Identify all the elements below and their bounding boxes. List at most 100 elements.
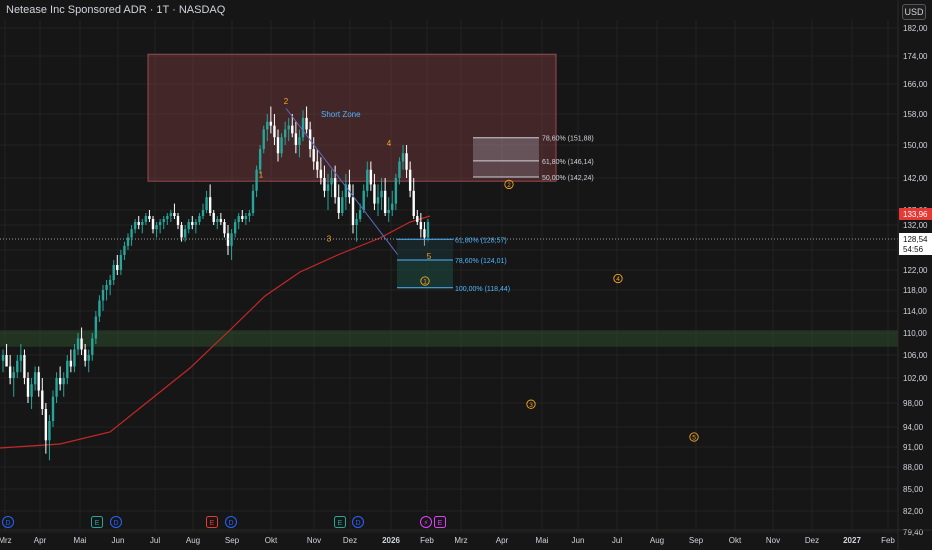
y-tick-label: 98,00 — [903, 399, 924, 408]
event-label: D — [355, 520, 360, 527]
candle-body — [233, 222, 237, 234]
x-tick-label: Mai — [74, 536, 87, 545]
last-price-tag — [899, 208, 932, 220]
candle-body — [176, 216, 180, 225]
y-tick-label: 110,00 — [903, 329, 927, 338]
candle-body — [30, 384, 33, 397]
candle-body — [76, 338, 80, 350]
candle-body — [130, 229, 133, 238]
candle-body — [230, 233, 233, 246]
y-tick-label: 106,00 — [903, 351, 928, 360]
event-label: E — [438, 520, 443, 527]
candle-body — [51, 396, 55, 421]
candle-body — [383, 190, 387, 213]
candle-body — [401, 153, 405, 162]
x-tick-label: Mai — [536, 536, 549, 545]
candle-body — [298, 137, 301, 145]
event-label: E — [210, 520, 215, 527]
wave-circle — [613, 273, 623, 284]
fib-lower-label: 61,80% (128,57) — [455, 237, 507, 244]
candle-body — [369, 169, 373, 185]
candle-body — [255, 169, 258, 191]
candle-body — [19, 355, 23, 361]
x-tick-label: Dez — [805, 536, 819, 545]
event-label: ⚡ — [424, 519, 429, 527]
candle-body — [33, 372, 37, 385]
candle-body — [337, 197, 340, 213]
grid — [0, 20, 898, 533]
wave-circle — [420, 276, 430, 286]
y-tick-label: 88,00 — [903, 463, 924, 472]
x-tick-label: Okt — [265, 536, 278, 545]
candle-body — [212, 213, 215, 222]
x-tick-label: Aug — [650, 536, 664, 545]
candle-body — [391, 203, 394, 210]
y-tick-label: 91,00 — [903, 443, 924, 452]
short-zone — [147, 53, 557, 182]
candle-body — [26, 378, 30, 397]
candle-body — [333, 178, 337, 198]
moving-average — [0, 215, 431, 449]
candle-body — [137, 222, 140, 225]
candle-body — [355, 219, 358, 225]
candle-body — [208, 197, 212, 213]
y-tick-label: 122,00 — [903, 266, 928, 275]
candle-body — [58, 378, 62, 385]
candle-body — [194, 222, 198, 225]
candle-body — [273, 125, 276, 138]
short-zone-label: Short Zone — [321, 110, 361, 119]
wave-label: 2 — [284, 97, 289, 106]
candle-body — [291, 125, 294, 134]
candle-body — [276, 137, 280, 154]
candle-body — [326, 184, 330, 191]
wave-circle-label: 3 — [529, 402, 533, 409]
event-marker — [334, 516, 346, 528]
event-label: E — [95, 520, 100, 527]
candle-body — [205, 197, 208, 210]
currency-button[interactable]: USD — [902, 4, 926, 20]
x-tick-label: 2027 — [843, 536, 861, 545]
candle-body — [123, 245, 126, 255]
wave-circle-label: 4 — [616, 276, 620, 283]
candle-body — [173, 213, 176, 216]
candle-body — [244, 216, 248, 219]
candle-body — [394, 178, 398, 204]
wave-circle-label: 5 — [692, 435, 696, 442]
candle-body — [48, 421, 51, 441]
y-tick-label: 102,00 — [903, 374, 928, 383]
candle-body — [405, 153, 408, 170]
candle-body — [251, 190, 255, 213]
candle-body — [55, 378, 58, 397]
candle-body — [183, 229, 187, 238]
y-tick-label: 82,00 — [903, 507, 924, 516]
candle-body — [416, 216, 419, 222]
candle-body — [201, 210, 205, 216]
x-tick-label: Nov — [307, 536, 321, 545]
y-tick-label: 94,00 — [903, 423, 924, 432]
wave-label: 3 — [327, 234, 332, 243]
fib-upper-label: 61,80% (146,14) — [542, 159, 594, 166]
event-marker — [225, 516, 237, 528]
candle-body — [148, 216, 151, 219]
candle-body — [87, 355, 90, 361]
candle-body — [226, 233, 230, 246]
candle-body — [301, 117, 305, 138]
candle-body — [62, 378, 65, 385]
drawings: 78,60% (151,88) 61,80% (146,14) 50,00% (14… — [0, 97, 898, 442]
event-marker — [352, 516, 364, 528]
candle-body — [280, 137, 283, 154]
candle-body — [37, 372, 40, 391]
event-label: E — [338, 520, 343, 527]
candle-body — [141, 222, 144, 225]
candle-body — [41, 390, 44, 409]
x-tick-label: Nov — [766, 536, 780, 545]
candle-body — [1, 355, 5, 361]
zones: Short Zone — [0, 53, 898, 347]
candle-body — [83, 349, 87, 361]
candle-body — [5, 355, 8, 367]
candle-body — [80, 338, 83, 350]
x-tick-label: Jul — [150, 536, 160, 545]
x-tick-label: Jun — [572, 536, 585, 545]
candle-body — [316, 161, 319, 170]
